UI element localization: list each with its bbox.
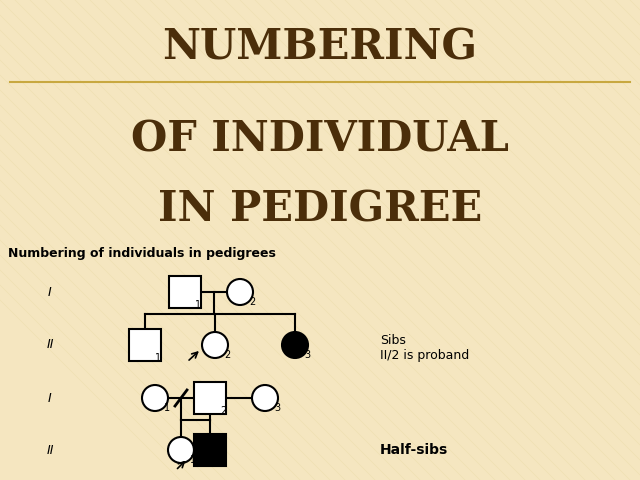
Text: 2: 2 [220, 458, 226, 468]
Text: I: I [48, 286, 52, 299]
Text: 1: 1 [195, 300, 201, 310]
Text: 3: 3 [304, 350, 310, 360]
Text: IN PEDIGREE: IN PEDIGREE [158, 189, 482, 231]
Ellipse shape [227, 279, 253, 305]
Bar [194, 434, 226, 466]
Bar [169, 276, 201, 308]
Text: 3: 3 [274, 403, 280, 413]
Ellipse shape [168, 437, 194, 463]
Text: I: I [48, 392, 52, 405]
Ellipse shape [282, 332, 308, 358]
Text: 1: 1 [155, 353, 161, 363]
Text: Numbering of individuals in pedigrees: Numbering of individuals in pedigrees [8, 248, 276, 261]
Bar [194, 382, 226, 414]
Ellipse shape [202, 332, 228, 358]
Text: II: II [46, 444, 54, 456]
Text: 2: 2 [249, 297, 255, 307]
Text: 1: 1 [164, 403, 170, 413]
Text: Half-sibs: Half-sibs [380, 443, 448, 457]
Text: OF INDIVIDUAL: OF INDIVIDUAL [131, 119, 509, 161]
Ellipse shape [252, 385, 278, 411]
Text: II/2 is proband: II/2 is proband [380, 348, 469, 361]
Ellipse shape [142, 385, 168, 411]
Text: NUMBERING: NUMBERING [163, 27, 477, 69]
Text: 2: 2 [224, 350, 230, 360]
Text: II: II [46, 338, 54, 351]
Text: 2: 2 [220, 406, 226, 416]
Text: 1: 1 [190, 455, 196, 465]
Bar [129, 329, 161, 361]
Text: Sibs: Sibs [380, 334, 406, 347]
